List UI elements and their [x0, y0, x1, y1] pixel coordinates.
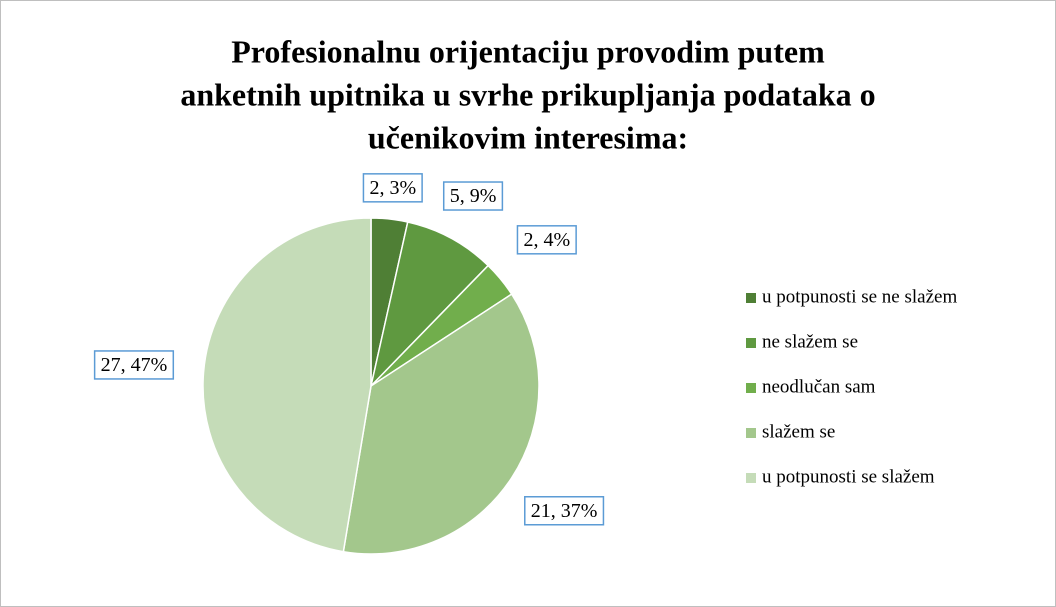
chart-title: anketnih upitnika u svrhe prikupljanja p…	[180, 76, 875, 112]
legend-label: slažem se	[762, 421, 835, 442]
data-label: 27, 47%	[101, 354, 168, 376]
chart-title: Profesionalnu orijentaciju provodim pute…	[231, 33, 825, 69]
legend-marker	[746, 338, 756, 348]
legend-label: u potpunosti se slažem	[762, 466, 935, 487]
legend-marker	[746, 473, 756, 483]
data-label-box	[93, 350, 175, 380]
data-label: 21, 37%	[531, 500, 598, 522]
data-label: 2, 4%	[523, 229, 570, 251]
data-label-box	[516, 225, 577, 255]
chart-title: učenikovim interesima:	[368, 119, 688, 155]
legend-marker	[746, 428, 756, 438]
pie-slice	[342, 293, 540, 555]
legend-marker	[746, 383, 756, 393]
data-label-box	[362, 173, 423, 203]
pie-slice	[369, 221, 490, 389]
legend-label: u potpunosti se ne slažem	[762, 286, 957, 307]
legend-label: ne slažem se	[762, 331, 858, 352]
legend-label: neodlučan sam	[762, 376, 876, 397]
legend-marker	[746, 293, 756, 303]
data-label: 2, 3%	[369, 177, 416, 199]
data-label: 5, 9%	[450, 185, 497, 207]
data-label-box	[442, 181, 504, 211]
pie-slice	[202, 217, 372, 553]
data-label-box	[524, 496, 605, 526]
